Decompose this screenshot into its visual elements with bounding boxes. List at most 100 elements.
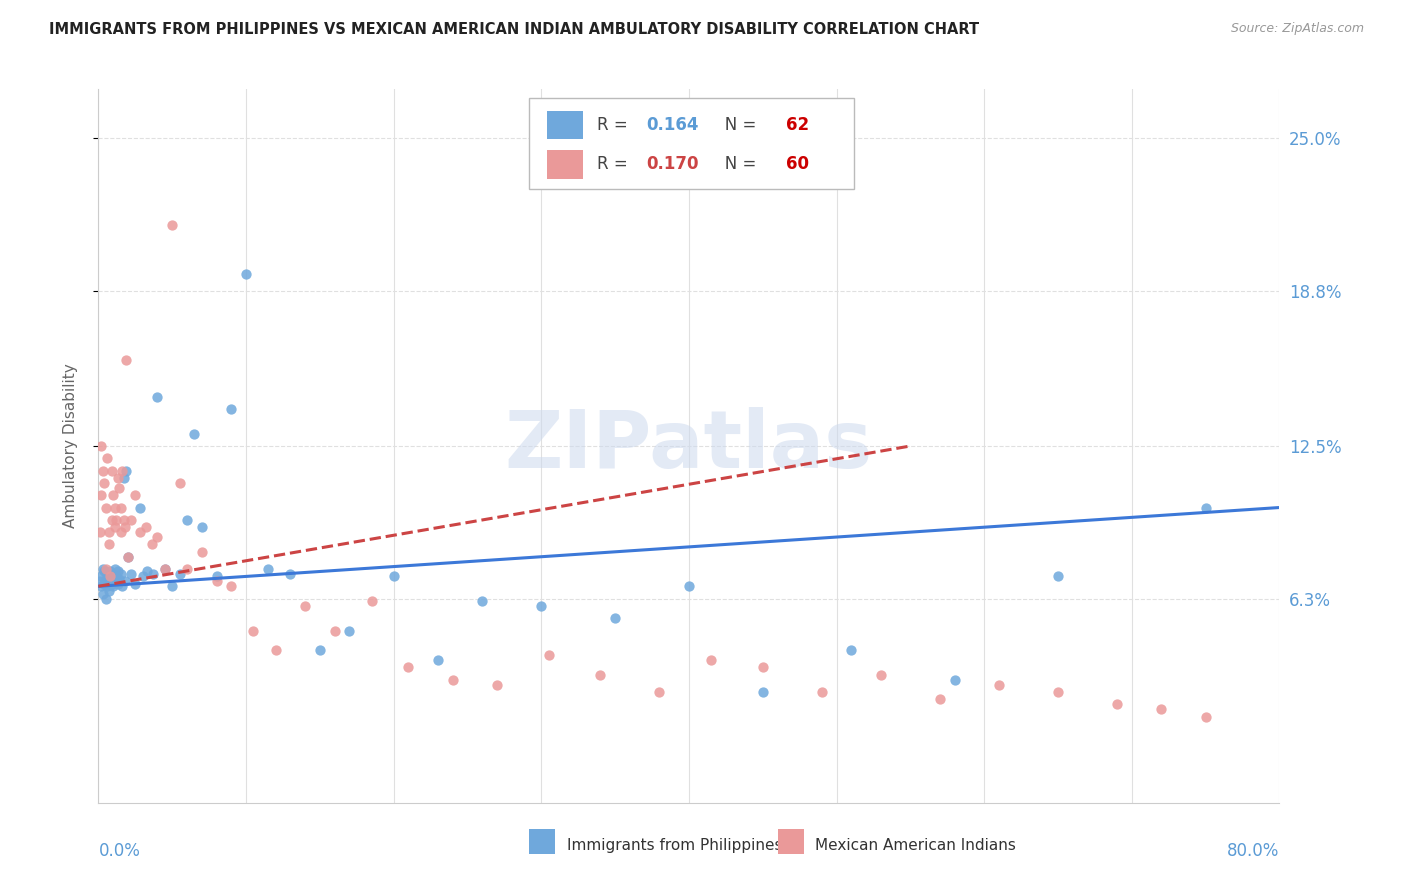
FancyBboxPatch shape [778,830,803,855]
Point [100,576,122,591]
Point [128,525,150,540]
Point [105,569,128,583]
Point [294,599,316,613]
Point [605,611,627,625]
Text: Immigrants from Philippines: Immigrants from Philippines [567,838,783,853]
Point [108,572,131,586]
Point [183,426,205,441]
Point [97,584,120,599]
Point [309,643,332,657]
Point [176,513,198,527]
Point [96,451,118,466]
Point [136,565,159,579]
Point [98,565,121,579]
Point [153,562,176,576]
Point [1046,569,1069,583]
Point [93,565,115,579]
Point [219,402,242,417]
Point [89,574,111,589]
Point [120,513,142,527]
Point [104,520,127,534]
Point [1046,685,1069,699]
Text: 0.0%: 0.0% [98,842,141,860]
Point [153,562,176,576]
Point [103,579,125,593]
Point [841,643,863,657]
Point [427,653,450,667]
Point [382,569,405,583]
Point [162,218,183,232]
Point [94,500,117,515]
Point [869,668,891,682]
Text: R =: R = [596,116,633,134]
Point [107,576,129,591]
Text: ZIPatlas: ZIPatlas [505,407,873,485]
Point [441,673,464,687]
Point [108,481,131,495]
Point [1150,702,1173,716]
Text: 62: 62 [786,116,808,134]
Point [205,574,228,589]
Text: Mexican American Indians: Mexican American Indians [815,838,1017,853]
Point [98,569,121,583]
Point [648,685,671,699]
Point [135,520,157,534]
Point [90,488,112,502]
Point [176,562,198,576]
Point [90,569,112,583]
Point [537,648,560,662]
Point [751,660,773,674]
Point [104,574,127,589]
Point [146,390,169,404]
Point [257,562,280,576]
Point [169,566,191,581]
Point [1195,709,1218,723]
Point [94,572,117,586]
Point [278,566,302,581]
Point [146,530,169,544]
Point [128,500,150,515]
Point [264,643,287,657]
Point [530,599,553,613]
Point [943,673,966,687]
Point [110,566,132,581]
Point [97,574,120,589]
Text: N =: N = [709,116,762,134]
Text: Source: ZipAtlas.com: Source: ZipAtlas.com [1230,22,1364,36]
Point [97,537,120,551]
Point [339,624,360,638]
Point [678,579,700,593]
Point [117,549,139,564]
Point [107,471,129,485]
Point [751,685,773,699]
Point [105,513,128,527]
Point [97,525,120,540]
Point [141,537,163,551]
Point [94,591,117,606]
Point [104,500,127,515]
Point [110,500,132,515]
Point [124,488,146,502]
Point [117,549,139,564]
Point [471,594,494,608]
Point [191,520,214,534]
Text: 80.0%: 80.0% [1227,842,1279,860]
Point [120,566,142,581]
Point [124,576,146,591]
Point [114,520,136,534]
Point [242,624,264,638]
Point [114,574,136,589]
Point [1195,500,1218,515]
Point [987,678,1010,692]
Text: 0.170: 0.170 [647,155,699,173]
FancyBboxPatch shape [547,150,582,178]
Point [112,513,135,527]
Point [96,566,118,581]
Point [115,464,138,478]
Point [107,565,129,579]
Point [96,579,118,593]
Point [98,569,121,583]
FancyBboxPatch shape [547,111,582,139]
Point [700,653,723,667]
Point [360,594,382,608]
